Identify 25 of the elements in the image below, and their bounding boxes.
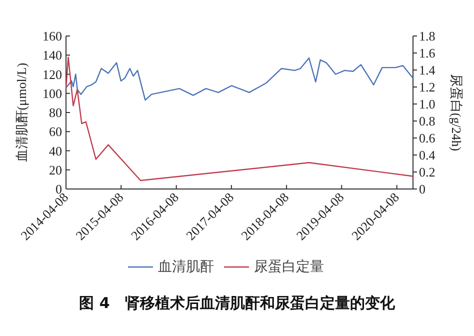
line-series	[65, 57, 414, 101]
y2-tick-label: 1.4	[419, 62, 436, 78]
y2-tick-label: 1.8	[419, 28, 436, 44]
y-tick-label: 80	[49, 105, 62, 120]
y2-tick-label: 1.0	[419, 96, 436, 112]
legend-label: 尿蛋白定量	[254, 259, 324, 275]
y2-tick-label: 0.4	[419, 148, 436, 162]
y-tick-label: 120	[42, 66, 62, 82]
y-tick-label: 140	[42, 48, 62, 63]
y2-tick-label: 0.8	[419, 114, 436, 128]
y2-tick-label: 0.2	[419, 164, 436, 180]
y2-tick-label: 1.6	[419, 46, 436, 60]
y2-tick-label: 1.2	[419, 80, 436, 94]
y-tick-label: 40	[49, 143, 62, 158]
y-tick-label: 20	[49, 162, 62, 178]
line-series	[65, 56, 414, 182]
legend-label: 血清肌酐	[158, 259, 214, 275]
y2-tick-label: 0.6	[419, 130, 436, 146]
y-axis-title: 血清肌酐(μmol/L)	[14, 62, 29, 162]
text: 图 4 肾移植术后血清肌酐和尿蛋白定量的变化	[79, 294, 396, 312]
y2-tick-label: 0	[419, 182, 426, 196]
y2-axis-title: 尿蛋白(g/24h)	[449, 74, 464, 152]
y-tick-label: 100	[42, 86, 62, 101]
y-tick-label: 60	[49, 124, 62, 140]
y-tick-label: 160	[42, 28, 62, 44]
